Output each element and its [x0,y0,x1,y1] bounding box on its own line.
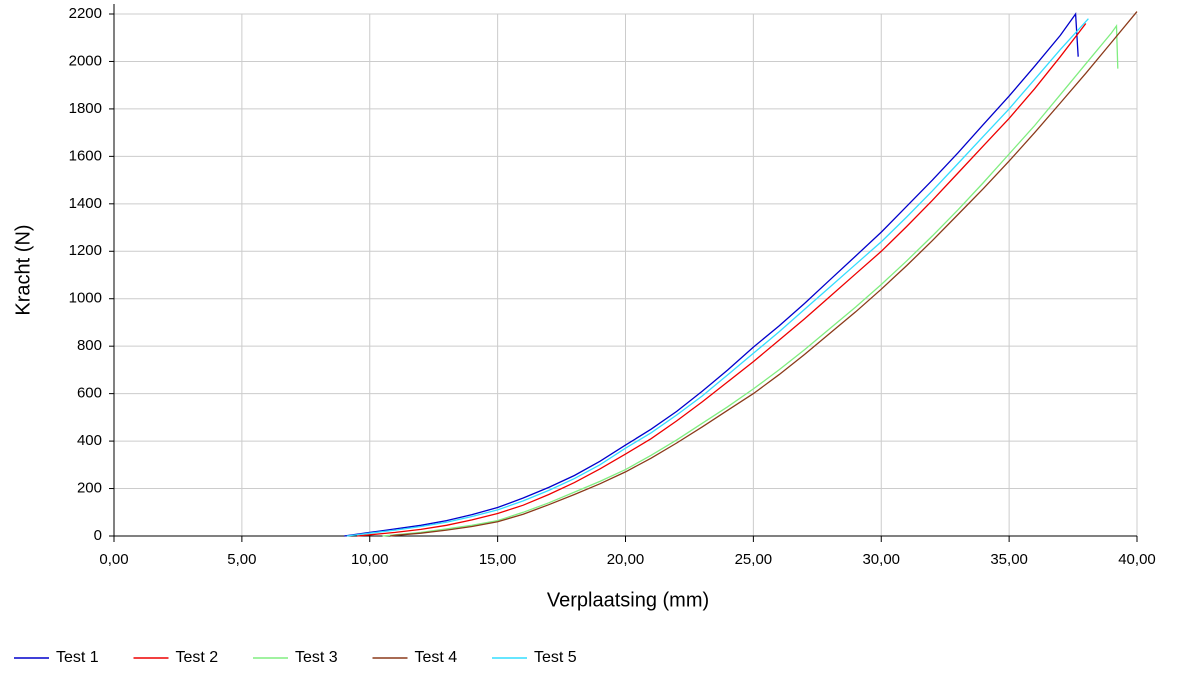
x-tick-label: 10,00 [351,551,389,568]
y-tick-label: 200 [77,480,102,497]
x-tick-label: 0,00 [99,551,128,568]
y-tick-label: 600 [77,385,102,402]
x-tick-label: 15,00 [479,551,517,568]
x-tick-label: 30,00 [862,551,900,568]
y-tick-label: 2000 [69,52,102,69]
x-tick-label: 40,00 [1118,551,1156,568]
legend-label: Test 5 [534,649,577,666]
y-tick-label: 1600 [69,147,102,164]
y-tick-label: 2200 [69,5,102,22]
y-tick-label: 400 [77,432,102,449]
legend-label: Test 4 [415,649,458,666]
x-tick-label: 25,00 [735,551,773,568]
y-tick-label: 1200 [69,242,102,259]
data-line [390,11,1138,537]
y-tick-label: 1800 [69,100,102,117]
data-line [382,23,1119,537]
y-tick-label: 800 [77,337,102,354]
x-tick-label: 35,00 [990,551,1028,568]
data-line [356,23,1087,537]
data-line [346,18,1089,537]
legend-label: Test 3 [295,649,338,666]
y-tick-label: 1000 [69,290,102,307]
x-tick-label: 5,00 [227,551,256,568]
legend-label: Test 2 [176,649,219,666]
legend-label: Test 1 [56,649,99,666]
x-axis-title: Verplaatsing (mm) [547,589,709,611]
data-line [344,12,1079,537]
x-tick-label: 20,00 [607,551,645,568]
y-tick-label: 1400 [69,195,102,212]
y-axis-title: Kracht (N) [12,224,34,315]
y-tick-label: 0 [94,527,102,544]
